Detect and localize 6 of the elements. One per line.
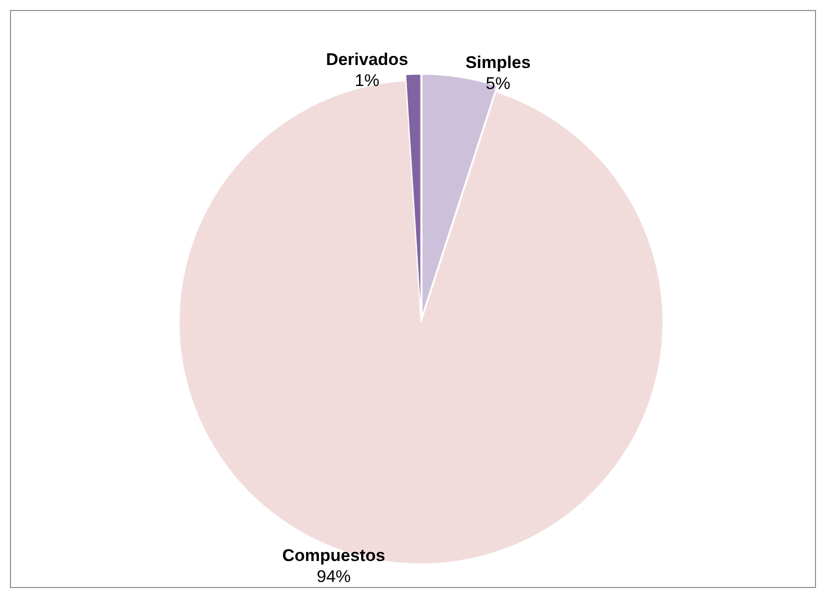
slice-label: Compuestos bbox=[282, 546, 386, 566]
data-label: 5% bbox=[486, 74, 510, 94]
slice-label: Simples bbox=[465, 53, 531, 72]
data-label: 1% bbox=[354, 71, 380, 90]
data-label: 94% bbox=[316, 567, 351, 586]
slice-label: Derivados bbox=[326, 50, 408, 70]
